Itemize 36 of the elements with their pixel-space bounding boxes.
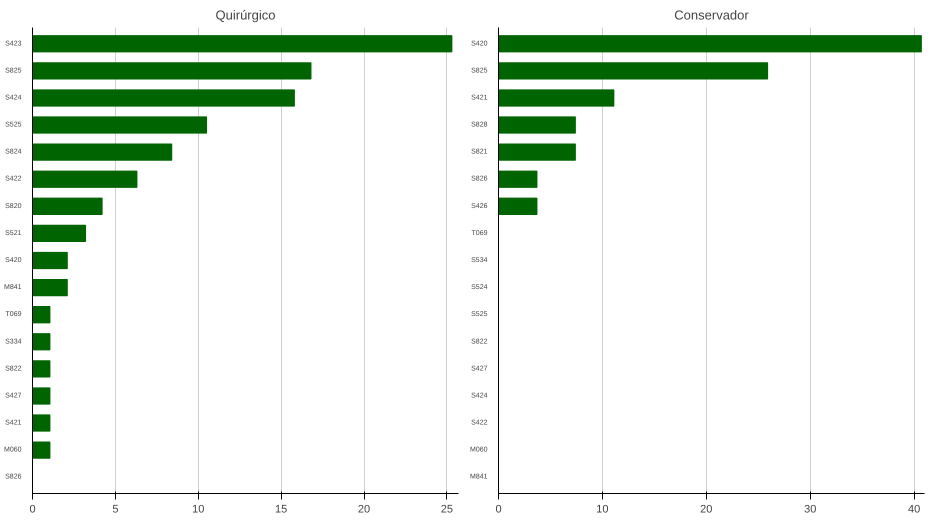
bar [32,387,50,405]
bar [32,333,50,350]
x-tick-label: 0 [495,504,502,516]
x-tick-label: 15 [275,504,288,516]
x-tick-label: 25 [440,504,454,516]
x-tick-label: 20 [358,504,370,516]
bar [32,89,295,107]
chart-title: Quirúrgico [216,8,276,22]
bar [32,170,138,188]
bar [498,198,538,215]
bar [32,198,103,215]
x-tick-label: 0 [29,504,36,516]
bar [32,442,50,459]
chart-title: Conservador [674,8,750,22]
bar [32,360,50,378]
x-tick-label: 40 [908,504,920,516]
bar [498,170,538,188]
bar [32,144,172,161]
x-tick-label: 10 [596,504,609,516]
bar [32,252,68,270]
x-tick-label: 10 [192,504,204,516]
bar [498,62,768,80]
bar [32,224,86,242]
bar [32,306,50,324]
x-tick-label: 30 [804,504,816,516]
bar [498,116,576,134]
x-tick-label: 5 [112,504,118,516]
bar [498,35,922,52]
bar [498,144,576,161]
bar [32,414,50,432]
bar [32,116,208,134]
bar [32,35,452,52]
x-tick-label: 20 [700,504,712,516]
bar [32,278,68,296]
bar [32,62,312,80]
bar [498,89,614,107]
